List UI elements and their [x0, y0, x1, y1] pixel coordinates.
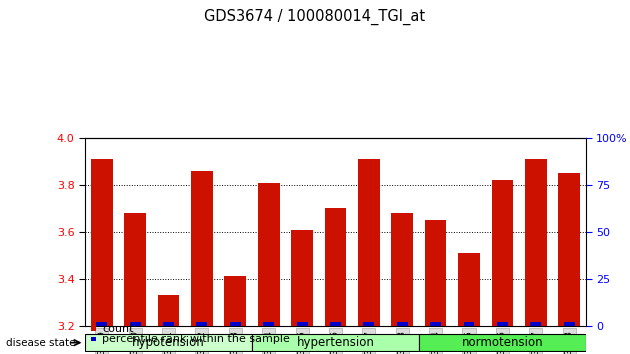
Bar — [124, 213, 146, 326]
Text: GDS3674 / 100080014_TGI_at: GDS3674 / 100080014_TGI_at — [205, 9, 425, 25]
Bar — [358, 159, 380, 326]
Bar — [197, 321, 207, 326]
Text: disease state: disease state — [6, 338, 76, 348]
Bar — [96, 321, 107, 326]
FancyBboxPatch shape — [253, 333, 418, 352]
Bar — [258, 183, 280, 326]
Bar — [291, 229, 313, 326]
Bar — [425, 220, 447, 326]
Bar — [397, 321, 408, 326]
Bar — [324, 209, 346, 326]
Text: percentile rank within the sample: percentile rank within the sample — [102, 334, 290, 344]
Bar — [525, 159, 547, 326]
Bar — [230, 321, 241, 326]
Bar — [297, 321, 307, 326]
Text: hypotension: hypotension — [132, 336, 205, 349]
FancyBboxPatch shape — [86, 333, 251, 352]
Bar — [497, 321, 508, 326]
Bar — [130, 321, 140, 326]
Text: normotension: normotension — [462, 336, 543, 349]
Bar — [464, 321, 474, 326]
Bar — [430, 321, 441, 326]
Bar — [224, 276, 246, 326]
Text: count: count — [102, 324, 134, 333]
Bar — [158, 295, 180, 326]
Bar — [191, 171, 213, 326]
Bar — [564, 321, 575, 326]
Bar — [91, 159, 113, 326]
Text: hypertension: hypertension — [297, 336, 374, 349]
Bar — [458, 253, 480, 326]
Bar — [364, 321, 374, 326]
FancyBboxPatch shape — [420, 333, 585, 352]
Bar — [558, 173, 580, 326]
Bar — [530, 321, 541, 326]
Bar — [330, 321, 341, 326]
Bar — [391, 213, 413, 326]
Bar — [163, 321, 174, 326]
Bar — [491, 180, 513, 326]
Bar — [263, 321, 274, 326]
